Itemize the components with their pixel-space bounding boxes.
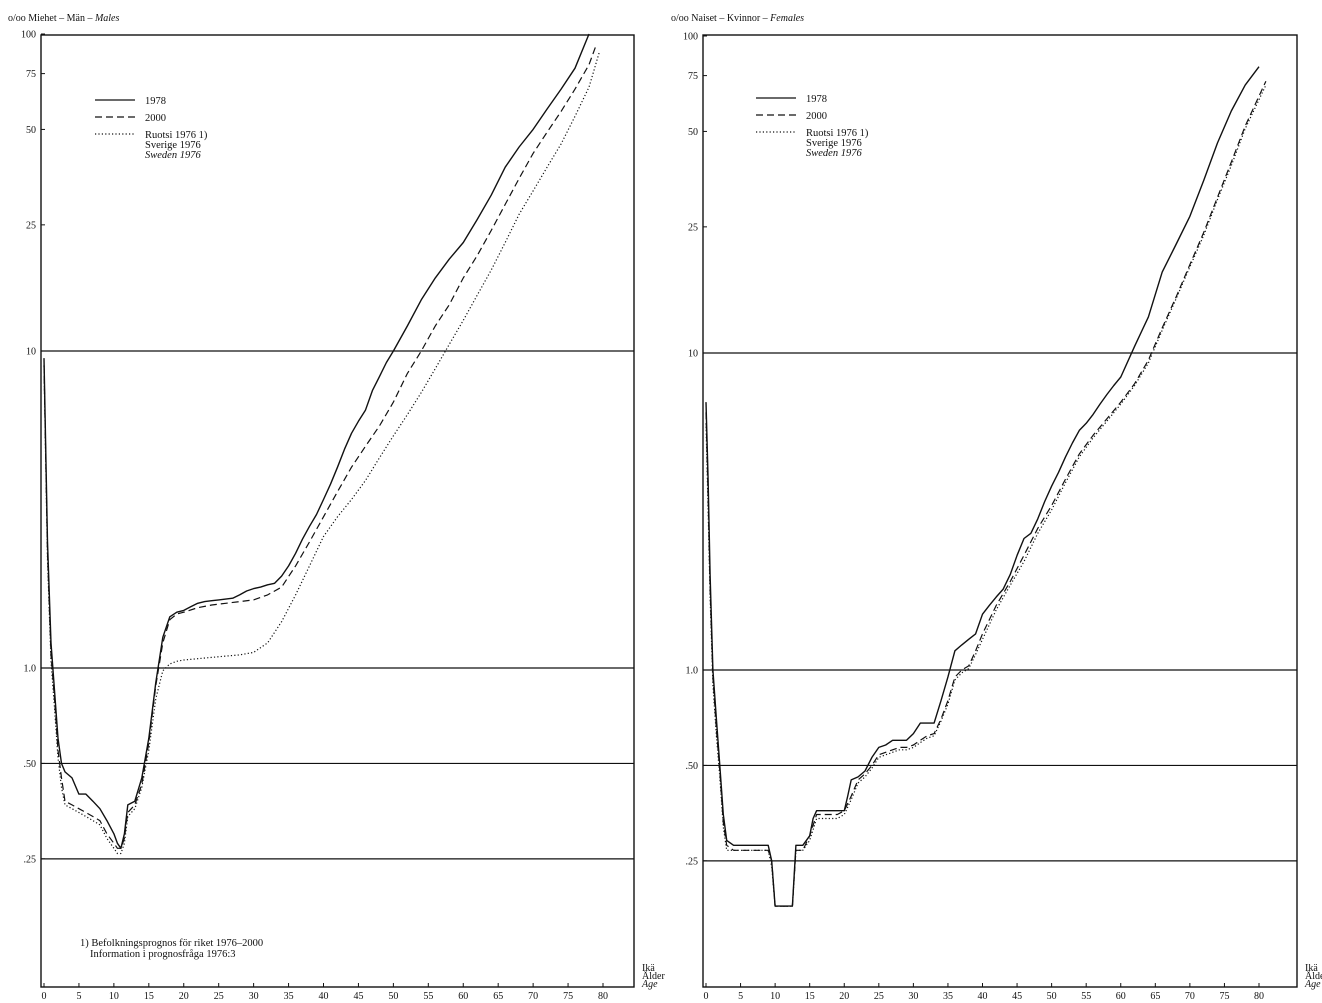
plot-frame: [702, 34, 1298, 988]
x-tick-label: 25: [874, 991, 884, 1002]
x-tick-label: 75: [563, 991, 573, 1002]
x-tick-label: 40: [319, 991, 329, 1002]
series-line-dotted: [43, 51, 601, 855]
x-tick-label: 80: [598, 991, 608, 1002]
legend: 1978 2000 Ruotsi 1976 1)Sverige 1976Sweden…: [756, 94, 869, 159]
legend-label: 2000: [145, 113, 166, 124]
y-tick-label: .25: [686, 856, 699, 867]
x-tick-label: 55: [1081, 991, 1091, 1002]
x-axis-label: Ikä: [642, 963, 655, 974]
x-tick-label: 60: [1116, 991, 1126, 1002]
x-tick-label: 0: [42, 991, 47, 1002]
x-axis-label: Ikä: [1305, 963, 1318, 974]
x-tick-label: 15: [805, 991, 815, 1002]
y-tick-label: 25: [26, 220, 36, 231]
x-tick-label: 50: [1047, 991, 1057, 1002]
x-tick-label: 60: [458, 991, 468, 1002]
y-tick-label: 1.0: [686, 666, 699, 677]
x-axis-label: Age: [641, 979, 658, 990]
x-tick-label: 45: [1012, 991, 1022, 1002]
legend-label: Sverige 1976: [806, 138, 862, 149]
legend-label: Sweden 1976: [806, 148, 862, 159]
legend-label: Ruotsi 1976 1): [806, 128, 869, 139]
panel-title: o/oo Miehet – Män – Males: [8, 13, 120, 24]
x-tick-label: 35: [284, 991, 294, 1002]
x-axis-label: Ålder: [1305, 970, 1322, 982]
x-tick-label: 10: [109, 991, 119, 1002]
legend-label: 1978: [145, 96, 166, 107]
x-tick-label: 30: [908, 991, 918, 1002]
plot-frame: [40, 34, 635, 988]
legend: 1978 2000 Ruotsi 1976 1)Sverige 1976Sweden…: [95, 96, 208, 161]
x-tick-label: 15: [144, 991, 154, 1002]
series-line-solid: [705, 66, 1260, 907]
footnote: Information i prognosfråga 1976:3: [90, 949, 236, 960]
y-tick-label: .50: [686, 761, 699, 772]
x-tick-label: 30: [249, 991, 259, 1002]
legend-label: 2000: [806, 111, 827, 122]
y-tick-label: .50: [24, 759, 37, 770]
chart-panel-females: 100 75 50 25 10 1.0 .50 .25 0 5 10 15 20 25 30 35 40 45 50…: [671, 13, 1322, 1002]
x-tick-label: 65: [1150, 991, 1160, 1002]
x-tick-label: 70: [1185, 991, 1195, 1002]
series-line-dashed: [43, 45, 597, 849]
x-axis-label: Age: [1304, 979, 1321, 990]
chart-panel-males: 100 75 50 25 10 1.0 .50 .25 0 5 10 15 20 25 30 35 40 45 50…: [8, 13, 665, 1002]
x-tick-label: 20: [179, 991, 189, 1002]
y-tick-label: 50: [688, 127, 698, 138]
x-tick-label: 5: [76, 991, 81, 1002]
x-tick-label: 10: [770, 991, 780, 1002]
x-axis-label: Ålder: [642, 970, 665, 982]
y-tick-label: 75: [26, 69, 36, 80]
panel-title: o/oo Naiset – Kvinnor – Females: [671, 13, 804, 24]
y-tick-label: 100: [21, 30, 36, 41]
y-tick-label: 10: [26, 347, 36, 358]
footnote: 1) Befolkningsprognos för riket 1976–200…: [80, 938, 263, 949]
legend-label: Ruotsi 1976 1): [145, 130, 208, 141]
x-tick-label: 20: [839, 991, 849, 1002]
legend-label: 1978: [806, 94, 827, 105]
y-tick-label: 50: [26, 125, 36, 136]
x-tick-label: 45: [353, 991, 363, 1002]
y-tick-label: 100: [683, 32, 698, 43]
x-tick-label: 55: [423, 991, 433, 1002]
x-tick-label: 50: [388, 991, 398, 1002]
series-line-dashed: [705, 80, 1267, 907]
x-tick-label: 25: [214, 991, 224, 1002]
y-tick-label: 1.0: [24, 664, 37, 675]
legend-label: Sverige 1976: [145, 140, 201, 151]
x-tick-label: 70: [528, 991, 538, 1002]
x-tick-label: 35: [943, 991, 953, 1002]
x-tick-label: 65: [493, 991, 503, 1002]
x-tick-label: 40: [978, 991, 988, 1002]
y-tick-label: 25: [688, 222, 698, 233]
legend-label: Sweden 1976: [145, 150, 201, 161]
x-tick-label: 5: [738, 991, 743, 1002]
series-line-solid: [43, 33, 590, 849]
y-tick-label: 10: [688, 349, 698, 360]
series-line-dotted: [705, 84, 1267, 907]
y-tick-label: 75: [688, 71, 698, 82]
x-tick-label: 80: [1254, 991, 1264, 1002]
x-tick-label: 75: [1219, 991, 1229, 1002]
x-tick-label: 0: [704, 991, 709, 1002]
y-tick-label: .25: [24, 854, 37, 865]
